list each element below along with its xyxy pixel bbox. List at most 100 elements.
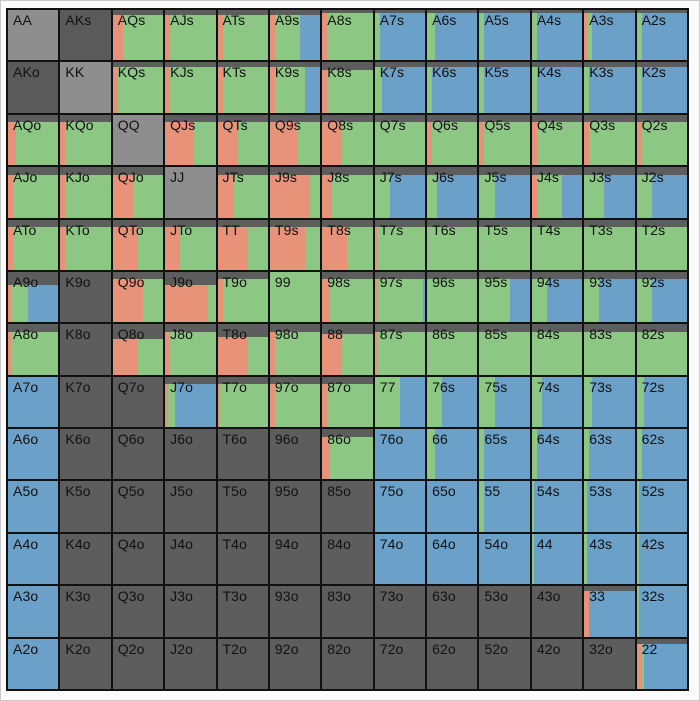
hand-cell-72s[interactable]: 72s xyxy=(636,376,687,428)
hand-cell-KQo[interactable]: KQo xyxy=(60,114,111,166)
hand-cell-72o[interactable]: 72o xyxy=(374,638,426,689)
hand-cell-K2s[interactable]: K2s xyxy=(636,62,687,113)
hand-cell-73s[interactable]: 73s xyxy=(584,376,635,428)
hand-cell-K8o[interactable]: K8o xyxy=(60,324,111,375)
hand-cell-93s[interactable]: 93s xyxy=(584,271,635,323)
hand-cell-K7o[interactable]: K7o xyxy=(60,376,111,428)
hand-cell-J5s[interactable]: J5s xyxy=(479,167,530,218)
hand-cell-62s[interactable]: 62s xyxy=(636,429,687,480)
hand-cell-AJs[interactable]: AJs xyxy=(165,10,216,61)
hand-cell-AQs[interactable]: AQs xyxy=(112,10,164,61)
hand-cell-87o[interactable]: 87o xyxy=(322,376,373,428)
hand-cell-52o[interactable]: 52o xyxy=(479,638,530,689)
hand-cell-93o[interactable]: 93o xyxy=(269,586,321,637)
hand-cell-J7o[interactable]: J7o xyxy=(165,376,216,428)
hand-cell-63o[interactable]: 63o xyxy=(427,586,478,637)
hand-cell-J4o[interactable]: J4o xyxy=(165,533,216,585)
hand-cell-KTs[interactable]: KTs xyxy=(217,62,268,113)
hand-cell-T7o[interactable]: T7o xyxy=(217,376,268,428)
hand-cell-22[interactable]: 22 xyxy=(636,638,687,689)
hand-cell-K2o[interactable]: K2o xyxy=(60,638,111,689)
hand-cell-Q5o[interactable]: Q5o xyxy=(112,481,164,532)
hand-cell-J2o[interactable]: J2o xyxy=(165,638,216,689)
hand-cell-T8s[interactable]: T8s xyxy=(322,219,373,270)
hand-cell-44[interactable]: 44 xyxy=(531,533,583,585)
hand-cell-K8s[interactable]: K8s xyxy=(322,62,373,113)
hand-cell-52s[interactable]: 52s xyxy=(636,481,687,532)
hand-cell-Q9o[interactable]: Q9o xyxy=(112,271,164,323)
hand-cell-AJo[interactable]: AJo xyxy=(8,167,59,218)
hand-cell-42s[interactable]: 42s xyxy=(636,533,687,585)
hand-cell-86s[interactable]: 86s xyxy=(427,324,478,375)
hand-cell-KQs[interactable]: KQs xyxy=(112,62,164,113)
hand-cell-83s[interactable]: 83s xyxy=(584,324,635,375)
hand-cell-65s[interactable]: 65s xyxy=(479,429,530,480)
hand-cell-Q3s[interactable]: Q3s xyxy=(584,114,635,166)
hand-cell-75o[interactable]: 75o xyxy=(374,481,426,532)
hand-cell-K5s[interactable]: K5s xyxy=(479,62,530,113)
hand-cell-73o[interactable]: 73o xyxy=(374,586,426,637)
hand-cell-74s[interactable]: 74s xyxy=(531,376,583,428)
hand-cell-84o[interactable]: 84o xyxy=(322,533,373,585)
hand-cell-99[interactable]: 99 xyxy=(269,271,321,323)
hand-cell-AA[interactable]: AA xyxy=(8,10,59,61)
hand-cell-ATo[interactable]: ATo xyxy=(8,219,59,270)
hand-cell-Q6o[interactable]: Q6o xyxy=(112,429,164,480)
hand-cell-A6s[interactable]: A6s xyxy=(427,10,478,61)
hand-cell-J5o[interactable]: J5o xyxy=(165,481,216,532)
hand-cell-76o[interactable]: 76o xyxy=(374,429,426,480)
hand-cell-K7s[interactable]: K7s xyxy=(374,62,426,113)
hand-cell-T5s[interactable]: T5s xyxy=(479,219,530,270)
hand-cell-J8s[interactable]: J8s xyxy=(322,167,373,218)
hand-cell-86o[interactable]: 86o xyxy=(322,429,373,480)
hand-cell-A6o[interactable]: A6o xyxy=(8,429,59,480)
hand-cell-A4s[interactable]: A4s xyxy=(531,10,583,61)
hand-cell-J8o[interactable]: J8o xyxy=(165,324,216,375)
hand-cell-AKs[interactable]: AKs xyxy=(60,10,111,61)
hand-cell-76s[interactable]: 76s xyxy=(427,376,478,428)
hand-cell-J9s[interactable]: J9s xyxy=(269,167,321,218)
hand-cell-95s[interactable]: 95s xyxy=(479,271,530,323)
hand-cell-94o[interactable]: 94o xyxy=(269,533,321,585)
hand-cell-T2s[interactable]: T2s xyxy=(636,219,687,270)
hand-cell-KK[interactable]: KK xyxy=(60,62,111,113)
hand-cell-96s[interactable]: 96s xyxy=(427,271,478,323)
hand-cell-54s[interactable]: 54s xyxy=(531,481,583,532)
hand-cell-43s[interactable]: 43s xyxy=(584,533,635,585)
hand-cell-Q4o[interactable]: Q4o xyxy=(112,533,164,585)
hand-cell-T4o[interactable]: T4o xyxy=(217,533,268,585)
hand-cell-K6o[interactable]: K6o xyxy=(60,429,111,480)
hand-cell-J9o[interactable]: J9o xyxy=(165,271,216,323)
hand-cell-98o[interactable]: 98o xyxy=(269,324,321,375)
hand-cell-A3o[interactable]: A3o xyxy=(8,586,59,637)
hand-cell-62o[interactable]: 62o xyxy=(427,638,478,689)
hand-cell-T3s[interactable]: T3s xyxy=(584,219,635,270)
hand-cell-77[interactable]: 77 xyxy=(374,376,426,428)
hand-cell-T6s[interactable]: T6s xyxy=(427,219,478,270)
hand-cell-KTo[interactable]: KTo xyxy=(60,219,111,270)
hand-cell-63s[interactable]: 63s xyxy=(584,429,635,480)
hand-cell-KJo[interactable]: KJo xyxy=(60,167,111,218)
hand-cell-K9s[interactable]: K9s xyxy=(269,62,321,113)
hand-cell-A7s[interactable]: A7s xyxy=(374,10,426,61)
hand-cell-75s[interactable]: 75s xyxy=(479,376,530,428)
hand-cell-T9s[interactable]: T9s xyxy=(269,219,321,270)
hand-cell-Q8s[interactable]: Q8s xyxy=(322,114,373,166)
hand-cell-A7o[interactable]: A7o xyxy=(8,376,59,428)
hand-cell-Q5s[interactable]: Q5s xyxy=(479,114,530,166)
hand-cell-A3s[interactable]: A3s xyxy=(584,10,635,61)
hand-cell-65o[interactable]: 65o xyxy=(427,481,478,532)
hand-cell-82s[interactable]: 82s xyxy=(636,324,687,375)
hand-cell-A5s[interactable]: A5s xyxy=(479,10,530,61)
hand-cell-Q4s[interactable]: Q4s xyxy=(531,114,583,166)
hand-cell-TT[interactable]: TT xyxy=(217,219,268,270)
hand-cell-55[interactable]: 55 xyxy=(479,481,530,532)
hand-cell-T8o[interactable]: T8o xyxy=(217,324,268,375)
hand-cell-T5o[interactable]: T5o xyxy=(217,481,268,532)
hand-cell-T7s[interactable]: T7s xyxy=(374,219,426,270)
hand-cell-54o[interactable]: 54o xyxy=(479,533,530,585)
hand-cell-87s[interactable]: 87s xyxy=(374,324,426,375)
hand-cell-J3s[interactable]: J3s xyxy=(584,167,635,218)
hand-cell-T9o[interactable]: T9o xyxy=(217,271,268,323)
hand-cell-K5o[interactable]: K5o xyxy=(60,481,111,532)
